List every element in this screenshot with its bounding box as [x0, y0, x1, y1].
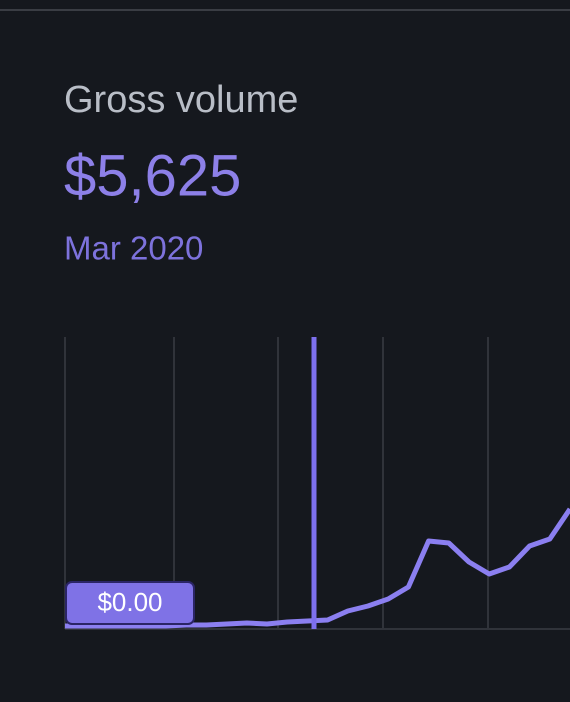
grid [64, 337, 570, 630]
tooltip-text: $0.00 [97, 587, 162, 617]
widget-title: Gross volume [64, 79, 298, 121]
plot [65, 507, 570, 629]
volume-line [65, 507, 570, 629]
total-value: $5,625 [64, 143, 241, 208]
period-label: Mar 2020 [64, 230, 203, 267]
tooltip [65, 581, 195, 625]
